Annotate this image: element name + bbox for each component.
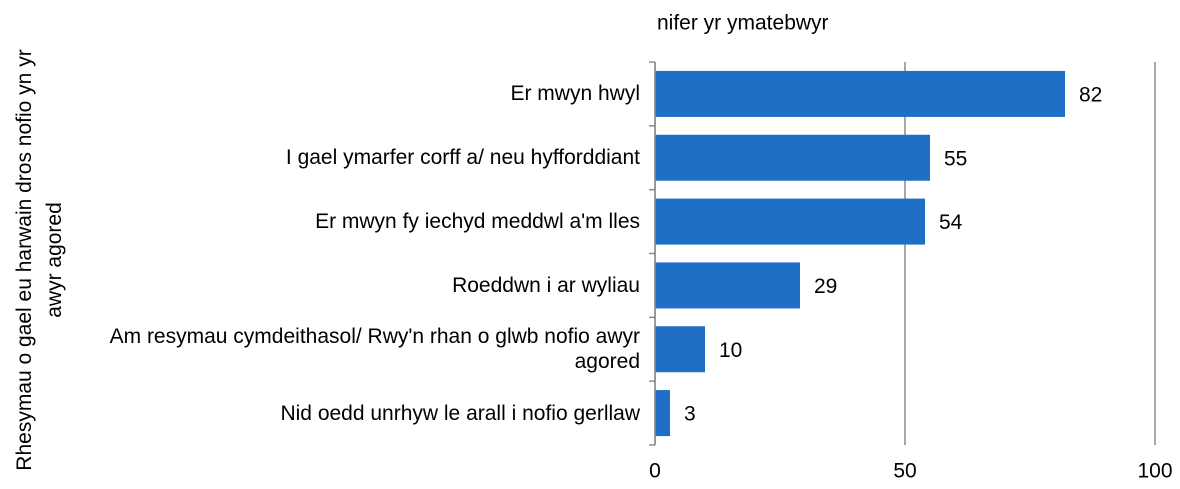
value-label: 82 — [1079, 83, 1102, 106]
bar — [655, 326, 705, 373]
y-tick-label: Roeddwn i ar wyliau — [452, 273, 640, 297]
y-tick-label: Er mwyn fy iechyd meddwl a'm lles — [315, 210, 640, 234]
chart-title: nifer yr ymatebwyr — [657, 12, 829, 35]
y-tick-label: Nid oedd unrhyw le arall i nofio gerllaw — [280, 401, 640, 425]
bar — [655, 134, 930, 181]
x-tick-label: 50 — [893, 460, 916, 483]
bar — [655, 70, 1065, 117]
value-label: 10 — [719, 339, 742, 362]
y-tick-label: I gael ymarfer corff a/ neu hyfforddiant — [285, 146, 640, 170]
value-label: 54 — [939, 211, 963, 234]
value-label: 3 — [684, 403, 696, 426]
y-tick-label: Am resymau cymdeithasol/ Rwy'n rhan o gl… — [109, 325, 640, 374]
value-label: 29 — [814, 275, 837, 298]
bar — [655, 262, 800, 309]
y-axis-label: Rhesymau o gael eu harwain dros nofio yn… — [13, 49, 66, 471]
bar — [655, 390, 670, 437]
x-tick-label: 100 — [1137, 460, 1172, 483]
y-tick-label: Er mwyn hwyl — [510, 82, 640, 106]
value-label: 55 — [944, 147, 967, 170]
bar — [655, 198, 925, 245]
x-tick-label: 0 — [649, 460, 661, 483]
